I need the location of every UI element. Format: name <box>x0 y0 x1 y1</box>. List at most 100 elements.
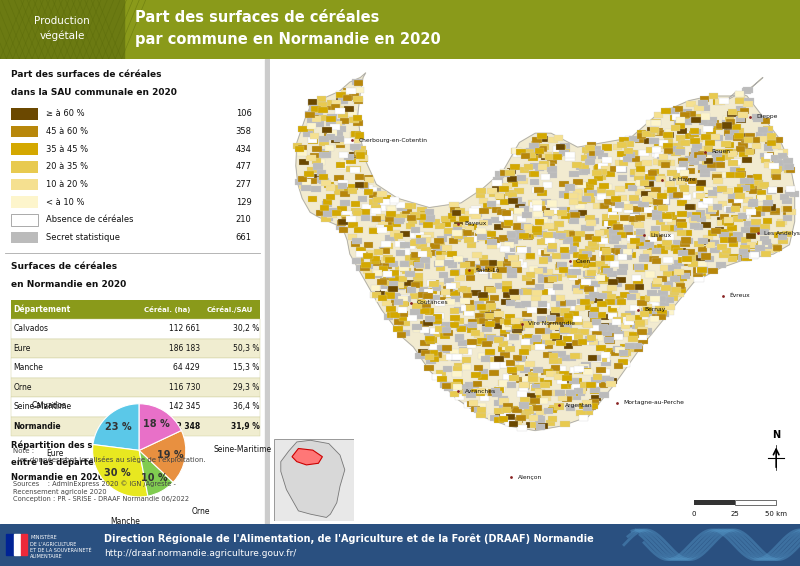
Bar <box>734 91 744 97</box>
Bar <box>642 196 652 201</box>
Bar <box>678 260 688 266</box>
Bar <box>458 258 468 264</box>
Bar <box>317 210 326 216</box>
Bar <box>635 229 645 235</box>
Bar <box>615 346 625 353</box>
Bar <box>698 100 708 106</box>
Bar <box>786 209 796 215</box>
Bar <box>663 143 673 149</box>
Bar <box>369 199 378 205</box>
Bar <box>400 330 410 336</box>
Text: Manche: Manche <box>14 363 43 372</box>
Bar <box>426 336 435 342</box>
Text: 129: 129 <box>236 198 251 207</box>
Bar <box>569 231 578 237</box>
Bar <box>637 130 646 136</box>
Bar <box>450 269 460 276</box>
Polygon shape <box>292 448 322 465</box>
Bar <box>464 211 474 217</box>
Bar <box>462 384 471 390</box>
Bar <box>610 166 620 172</box>
Bar <box>630 156 640 162</box>
Bar <box>318 152 328 158</box>
Bar <box>498 186 508 192</box>
Bar <box>444 277 454 284</box>
Bar <box>694 271 703 277</box>
Bar <box>451 236 461 242</box>
Bar <box>710 120 719 126</box>
Text: Mortagne-au-Perche: Mortagne-au-Perche <box>624 400 685 405</box>
Bar <box>579 403 589 409</box>
Bar <box>727 110 737 117</box>
Bar <box>508 191 518 198</box>
Bar <box>478 305 488 311</box>
Bar <box>590 281 600 288</box>
Bar <box>682 258 691 264</box>
Bar <box>363 253 373 259</box>
Bar <box>701 239 710 245</box>
Bar <box>386 212 396 217</box>
Bar <box>613 224 622 230</box>
Bar <box>622 321 631 328</box>
Bar <box>647 127 657 133</box>
Bar <box>620 156 629 162</box>
Bar <box>634 169 644 175</box>
Bar <box>505 252 514 259</box>
Bar <box>418 251 427 256</box>
Bar <box>429 281 438 288</box>
Bar <box>453 367 462 373</box>
Bar <box>335 142 345 148</box>
Bar <box>463 388 473 394</box>
Text: Normandie en 2020: Normandie en 2020 <box>11 473 103 482</box>
Bar <box>650 316 659 322</box>
Bar <box>656 174 666 179</box>
Bar <box>458 285 467 291</box>
Bar <box>648 191 658 198</box>
Bar <box>635 189 645 195</box>
Bar <box>458 340 467 346</box>
Bar <box>321 152 330 157</box>
Bar <box>519 384 529 389</box>
Bar <box>619 138 629 143</box>
Bar <box>530 171 539 177</box>
Bar <box>378 267 388 272</box>
Bar <box>535 344 545 350</box>
Bar <box>398 320 408 326</box>
Bar <box>638 317 647 323</box>
Bar <box>652 210 662 216</box>
Bar <box>702 222 711 229</box>
Bar <box>21 534 27 555</box>
Bar <box>436 255 446 261</box>
Bar <box>778 238 788 244</box>
Bar <box>619 317 629 323</box>
Bar <box>677 230 686 236</box>
Bar <box>651 120 661 126</box>
Bar <box>498 362 507 368</box>
Bar <box>755 245 765 251</box>
Wedge shape <box>139 404 182 451</box>
Bar <box>400 231 410 237</box>
Bar <box>363 263 373 269</box>
Bar <box>582 368 591 374</box>
Bar <box>566 391 576 396</box>
Bar <box>467 327 477 333</box>
Bar <box>323 215 333 221</box>
Bar <box>294 145 304 152</box>
Bar <box>402 208 412 214</box>
Bar <box>662 216 672 222</box>
Bar <box>420 211 430 217</box>
Bar <box>604 221 614 227</box>
Bar <box>511 260 521 267</box>
Bar <box>491 217 501 223</box>
Bar <box>742 243 751 250</box>
Bar <box>544 368 554 375</box>
Bar <box>694 105 704 111</box>
Bar <box>587 272 597 278</box>
Bar <box>536 424 546 430</box>
Bar <box>583 261 593 268</box>
Bar <box>760 153 770 160</box>
Bar <box>478 318 488 324</box>
Bar <box>319 136 329 142</box>
Bar <box>463 349 473 355</box>
Bar <box>418 212 428 218</box>
